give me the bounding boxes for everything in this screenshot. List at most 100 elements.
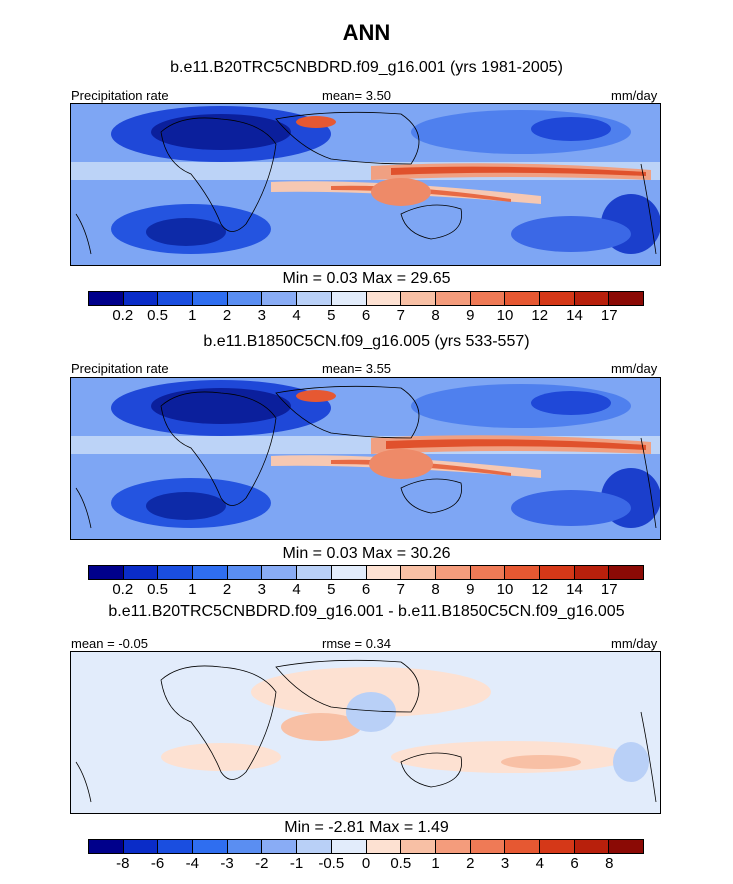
colorbar-swatch [262, 566, 298, 579]
colorbar-swatch [227, 566, 263, 579]
colorbar-tick-label: 5 [327, 581, 336, 598]
colorbar-swatch [193, 566, 228, 579]
panel-1-mean-label: mean= 3.50 [322, 88, 392, 103]
colorbar-tick-label: 0.2 [112, 581, 134, 598]
colorbar-tick-label: 0.5 [147, 581, 168, 598]
colorbar-tick-label: 7 [396, 581, 405, 598]
colorbar-tick-label: -4 [185, 855, 199, 872]
colorbar-swatch [227, 292, 263, 305]
colorbar-1 [88, 291, 644, 306]
colorbar-tick-label: 5 [327, 307, 336, 324]
colorbar-swatch [505, 566, 540, 579]
colorbar-tick-label: 8 [605, 855, 614, 872]
colorbar-tick-label: 9 [466, 581, 475, 598]
colorbar-swatch [297, 840, 332, 853]
colorbar-tick-label: 0.5 [390, 855, 412, 872]
colorbar-tick-label: 1 [431, 855, 440, 872]
colorbar-swatch [470, 566, 506, 579]
colorbar-tick-label: -2 [255, 855, 269, 872]
colorbar-swatch [539, 566, 575, 579]
colorbar-1-labels: 0.2 0.5 1 2 3 4 5 6 7 8 9 10 12 14 17 [88, 307, 644, 327]
colorbar-tick-label: 14 [566, 581, 583, 598]
panel-1-minmax: Min = 0.03 Max = 29.65 [282, 270, 451, 287]
colorbar-swatch [123, 292, 159, 305]
colorbar-swatch [89, 566, 124, 579]
colorbar-swatch [366, 840, 402, 853]
colorbar-swatch [609, 292, 643, 305]
colorbar-tick-label: 17 [600, 307, 618, 324]
colorbar-3-labels: -8 -6 -4 -3 -2 -1 -0.5 0 0.5 1 2 3 4 6 8 [88, 855, 644, 875]
difference-field [71, 652, 660, 813]
colorbar-tick-label: 0.2 [112, 307, 134, 324]
panel-2-minmax: Min = 0.03 Max = 30.26 [282, 545, 451, 562]
colorbar-swatch [227, 840, 263, 853]
colorbar-swatch [574, 566, 610, 579]
colorbar-swatch [331, 292, 367, 305]
colorbar-swatch [505, 840, 540, 853]
colorbar-tick-label: 0 [361, 855, 371, 872]
colorbar-swatch [470, 840, 506, 853]
colorbar-swatch [89, 292, 124, 305]
panel-3-units: mm/day [611, 636, 658, 651]
colorbar-3 [88, 839, 644, 854]
colorbar-tick-label: 12 [531, 581, 549, 598]
colorbar-tick-label: 7 [396, 307, 405, 324]
colorbar-swatch [89, 840, 124, 853]
colorbar-tick-label: -8 [116, 855, 130, 872]
colorbar-tick-label: 3 [257, 307, 266, 324]
colorbar-swatch [401, 840, 436, 853]
colorbar-swatch [297, 566, 332, 579]
colorbar-swatch [366, 292, 402, 305]
colorbar-tick-label: 4 [292, 581, 301, 598]
colorbar-tick-label: 4 [535, 855, 544, 872]
colorbar-swatch [331, 566, 367, 579]
colorbar-tick-label: 4 [292, 307, 301, 324]
colorbar-swatch [435, 566, 471, 579]
colorbar-swatch [574, 840, 610, 853]
colorbar-swatch [609, 840, 643, 853]
colorbar-tick-label: 17 [600, 581, 618, 598]
colorbar-tick-label: 2 [466, 855, 475, 872]
colorbar-swatch [539, 292, 575, 305]
panel-1-units: mm/day [611, 88, 658, 103]
colorbar-swatch [574, 292, 610, 305]
panel-1-variable-label: Precipitation rate [71, 88, 169, 103]
colorbar-tick-label: 6 [361, 581, 371, 598]
panel-3-minmax: Min = -2.81 Max = 1.49 [284, 819, 449, 836]
colorbar-swatch [435, 292, 471, 305]
colorbar-tick-label: 1 [188, 581, 197, 598]
colorbar-tick-label: 3 [257, 581, 266, 598]
colorbar-swatch [123, 840, 159, 853]
colorbar-tick-label: 6 [570, 855, 579, 872]
colorbar-tick-label: 2 [222, 581, 232, 598]
colorbar-tick-label: -1 [289, 855, 304, 872]
panel-3-mean-label: mean = -0.05 [71, 636, 148, 651]
colorbar-tick-label: -3 [220, 855, 234, 872]
panel-3-title: b.e11.B20TRC5CNBDRD.f09_g16.001 - b.e11.… [108, 603, 625, 620]
colorbar-swatch [401, 566, 436, 579]
colorbar-swatch [262, 292, 298, 305]
colorbar-swatch [470, 292, 506, 305]
colorbar-swatch [158, 840, 194, 853]
colorbar-tick-label: 14 [566, 307, 583, 324]
colorbar-2 [88, 565, 644, 580]
panel-1-map [70, 103, 661, 266]
panel-2-units: mm/day [611, 361, 658, 376]
colorbar-swatch [158, 566, 194, 579]
precip-field-1 [71, 104, 660, 265]
panel-3-map [70, 651, 661, 814]
colorbar-tick-label: 0.5 [147, 307, 168, 324]
panel-1-title: b.e11.B20TRC5CNBDRD.f09_g16.001 (yrs 198… [170, 59, 563, 76]
panel-2-title: b.e11.B1850C5CN.f09_g16.005 (yrs 533-557… [203, 333, 530, 350]
colorbar-tick-label: 10 [496, 307, 514, 324]
panel-3-rmse-label: rmse = 0.34 [322, 636, 392, 651]
figure-title: ANN [342, 20, 391, 45]
colorbar-swatch [262, 840, 298, 853]
colorbar-swatch [193, 292, 228, 305]
colorbar-tick-label: -6 [150, 855, 165, 872]
colorbar-tick-label: 8 [431, 581, 440, 598]
colorbar-swatch [158, 292, 194, 305]
colorbar-tick-label: 3 [500, 855, 510, 872]
colorbar-swatch [609, 566, 643, 579]
colorbar-tick-label: -0.5 [318, 855, 345, 872]
